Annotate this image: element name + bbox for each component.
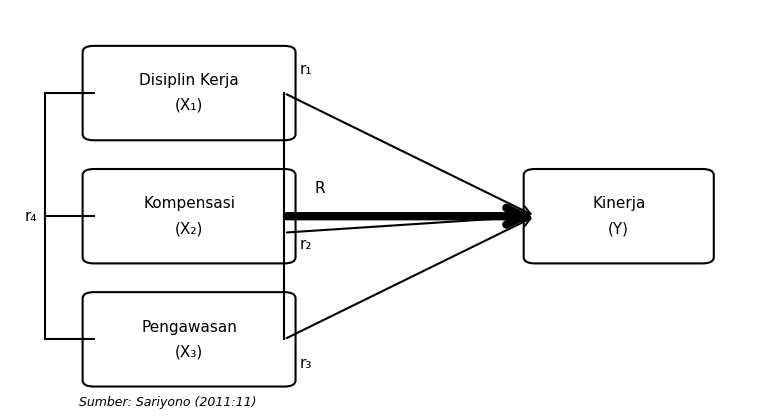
FancyBboxPatch shape <box>83 46 296 140</box>
Text: (X₁): (X₁) <box>175 98 203 113</box>
Text: Kompensasi: Kompensasi <box>143 196 235 211</box>
Text: (X₃): (X₃) <box>175 344 203 359</box>
Text: Sumber: Sariyono (2011:11): Sumber: Sariyono (2011:11) <box>79 396 257 409</box>
Text: r₂: r₂ <box>300 237 312 252</box>
Text: Pengawasan: Pengawasan <box>141 319 237 334</box>
FancyBboxPatch shape <box>83 292 296 386</box>
Text: r₄: r₄ <box>25 209 37 224</box>
Text: r₁: r₁ <box>300 62 312 77</box>
Text: Disiplin Kerja: Disiplin Kerja <box>139 73 239 88</box>
Text: (Y): (Y) <box>608 221 629 236</box>
Text: (X₂): (X₂) <box>175 221 203 236</box>
FancyBboxPatch shape <box>524 169 714 263</box>
Text: r₃: r₃ <box>300 356 312 371</box>
Text: R: R <box>315 181 326 196</box>
FancyBboxPatch shape <box>83 169 296 263</box>
Text: Kinerja: Kinerja <box>592 196 646 211</box>
